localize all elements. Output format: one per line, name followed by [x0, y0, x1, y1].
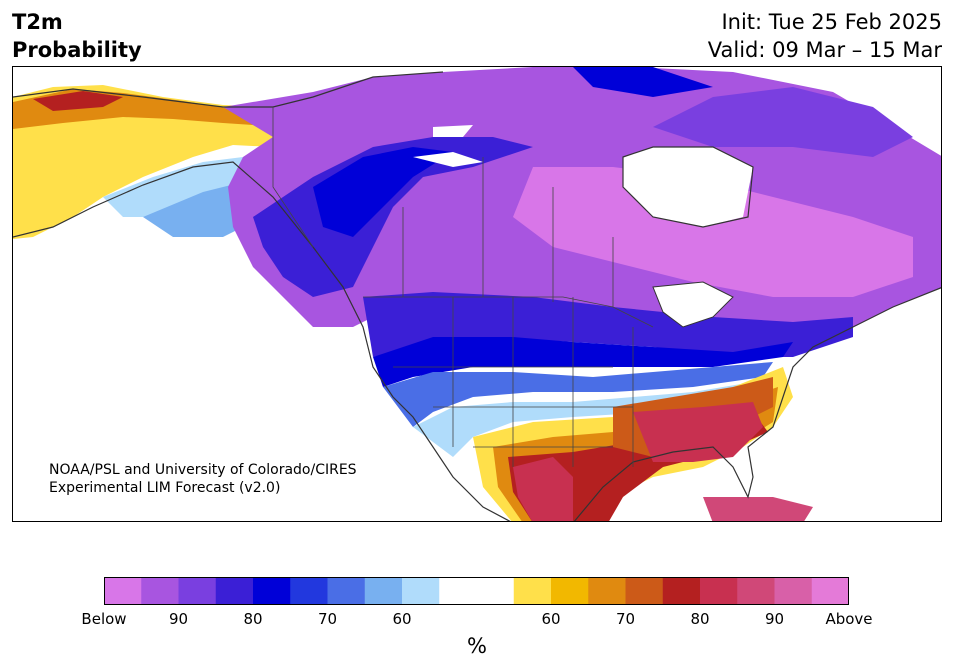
- colorbar-swatch: [476, 577, 515, 605]
- colorbar-swatch: [811, 577, 849, 605]
- colorbar-tick-label: 90: [168, 610, 189, 628]
- data-credit: NOAA/PSL and University of Colorado/CIRE…: [49, 461, 357, 497]
- title-quantity: Probability: [12, 38, 142, 62]
- colorbar-swatch: [737, 577, 775, 605]
- colorbar-border: [104, 577, 849, 605]
- hudson-bay: [623, 147, 753, 227]
- init-date: Init: Tue 25 Feb 2025: [721, 10, 942, 34]
- colorbar-tick-label: Above: [825, 610, 873, 628]
- colorbar-tick-label: 60: [541, 610, 561, 628]
- great-lakes: [652, 281, 734, 328]
- colorbar-swatch: [215, 577, 254, 605]
- colorbar-swatch: [141, 577, 179, 605]
- colorbar-swatch: [402, 577, 440, 605]
- colorbar-swatch: [625, 577, 664, 605]
- colorbar-swatch: [104, 577, 142, 605]
- colorbar-tick-label: Below: [81, 610, 127, 628]
- colorbar-swatch: [253, 577, 291, 605]
- colorbar-tick-label: 70: [615, 610, 636, 628]
- colorbar-swatch: [774, 577, 813, 605]
- colorbar-tick-label: 60: [392, 610, 412, 628]
- probability-map-svg: [13, 67, 941, 521]
- colorbar: [104, 577, 849, 605]
- colorbar-tick-label: 70: [317, 610, 338, 628]
- colorbar-tick-label: 80: [690, 610, 710, 628]
- colorbar-swatch: [327, 577, 366, 605]
- colorbar-swatch: [588, 577, 626, 605]
- colorbar-swatch: [551, 577, 589, 605]
- borders: [272, 107, 654, 467]
- colorbar-tick-label: 80: [243, 610, 263, 628]
- coastlines: [13, 71, 941, 521]
- credit-line-2: Experimental LIM Forecast (v2.0): [49, 480, 281, 496]
- credit-line-1: NOAA/PSL and University of Colorado/CIRE…: [49, 462, 357, 478]
- colorbar-swatch: [439, 577, 477, 605]
- colorbar-swatch: [290, 577, 328, 605]
- usa-below-band: [363, 292, 853, 357]
- valid-dates: Valid: 09 Mar – 15 Mar: [707, 38, 942, 62]
- title-variable: T2m: [12, 10, 63, 34]
- map-title: T2m Probability: [12, 8, 142, 64]
- colorbar-swatch: [513, 577, 552, 605]
- colorbar-swatch: [662, 577, 701, 605]
- forecast-dates: Init: Tue 25 Feb 2025 Valid: 09 Mar – 15…: [708, 8, 942, 64]
- colorbar-unit: %: [467, 634, 487, 658]
- forecast-map: [12, 66, 942, 522]
- colorbar-swatch: [178, 577, 217, 605]
- colorbar-swatch: [364, 577, 403, 605]
- colorbar-swatch: [700, 577, 738, 605]
- colorbar-ticks: Below 90 80 70 60 60 70 80 90 Above: [0, 610, 954, 634]
- colorbar-tick-label: 90: [764, 610, 785, 628]
